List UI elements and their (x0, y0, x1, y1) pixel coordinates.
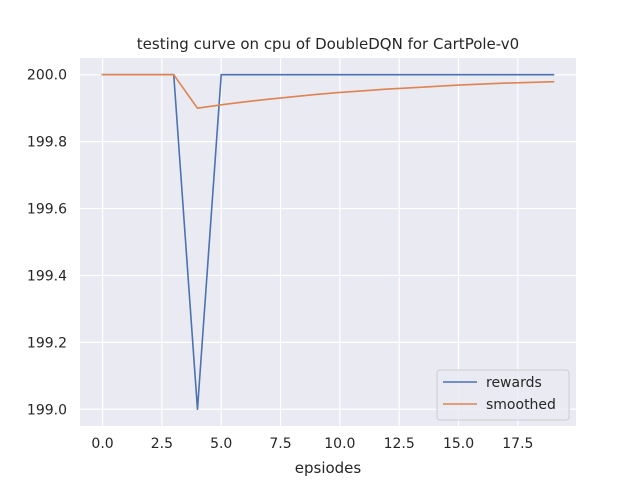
legend-label-smoothed: smoothed (486, 397, 556, 413)
y-tick-label: 199.4 (27, 268, 67, 284)
chart-title: testing curve on cpu of DoubleDQN for Ca… (137, 35, 519, 53)
y-tick-label: 199.0 (27, 402, 67, 418)
x-tick-label: 7.5 (269, 436, 291, 452)
x-tick-label: 12.5 (384, 436, 415, 452)
x-tick-label: 2.5 (151, 436, 173, 452)
legend-label-rewards: rewards (486, 375, 542, 391)
x-axis-ticks: 0.0 2.5 5.0 7.5 10.0 12.5 15.0 17.5 (91, 436, 533, 452)
y-tick-label: 199.8 (27, 135, 67, 151)
x-tick-label: 10.0 (324, 436, 355, 452)
x-axis-label: epsiodes (295, 459, 362, 477)
x-tick-label: 5.0 (210, 436, 232, 452)
x-tick-label: 15.0 (443, 436, 474, 452)
y-tick-label: 199.2 (27, 335, 67, 351)
y-tick-label: 200.0 (27, 68, 67, 84)
x-tick-label: 0.0 (91, 436, 113, 452)
series-layer (101, 73, 555, 411)
plot-area (80, 58, 576, 426)
y-tick-label: 199.6 (27, 202, 67, 218)
x-tick-label: 17.5 (502, 436, 533, 452)
legend: rewards smoothed (436, 369, 570, 421)
y-axis-ticks: 199.0 199.2 199.4 199.6 199.8 200.0 (27, 68, 67, 419)
grid-lines (80, 58, 576, 426)
series-line-smoothed (101, 73, 555, 109)
series-line-rewards (101, 73, 555, 411)
